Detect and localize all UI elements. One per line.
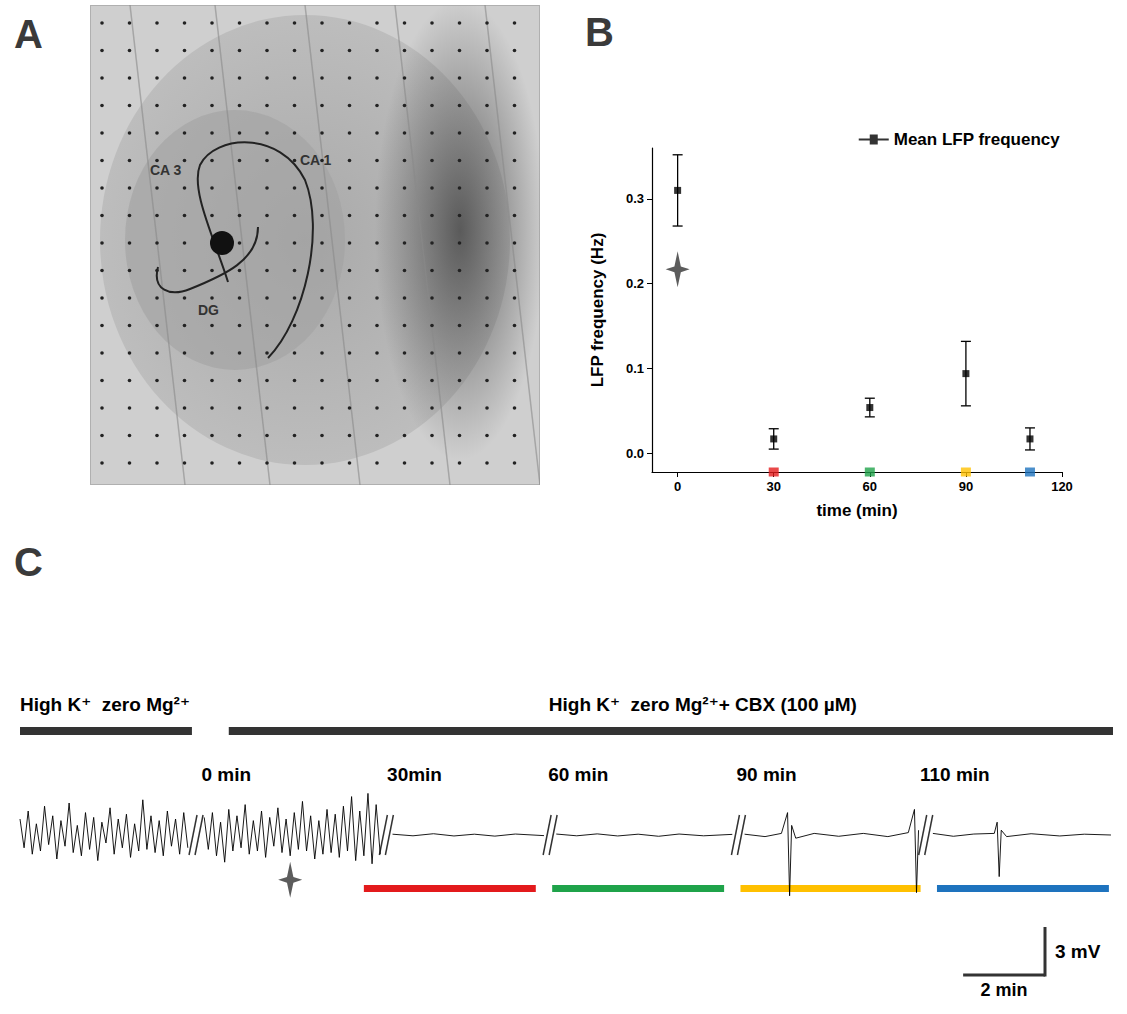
svg-text:110 min: 110 min — [920, 764, 990, 785]
svg-text:High K⁺ zero Mg²⁺: High K⁺ zero Mg²⁺ — [20, 694, 190, 715]
svg-text:90: 90 — [959, 479, 973, 494]
html-text:A: A — [14, 12, 43, 56]
svg-text:0.2: 0.2 — [626, 276, 644, 291]
svg-text:0.3: 0.3 — [626, 191, 644, 206]
svg-text:0.0: 0.0 — [626, 446, 644, 461]
svg-text:60 min: 60 min — [548, 764, 608, 785]
svg-text:0: 0 — [674, 479, 681, 494]
svg-text:60: 60 — [863, 479, 877, 494]
html-text:B: B — [585, 10, 614, 54]
svg-text:High K⁺ zero Mg²⁺+ CBX (100 µ: High K⁺ zero Mg²⁺+ CBX (100 µM) — [549, 694, 857, 715]
svg-text:30: 30 — [766, 479, 780, 494]
svg-text:CA 1: CA 1 — [300, 152, 332, 168]
svg-text:0 min: 0 min — [201, 764, 251, 785]
svg-text:time (min): time (min) — [816, 501, 897, 520]
svg-text:30min: 30min — [387, 764, 442, 785]
html-text:C: C — [14, 540, 43, 584]
svg-text:0.1: 0.1 — [626, 361, 644, 376]
svg-text:120: 120 — [1051, 479, 1073, 494]
svg-text:LFP frequency (Hz): LFP frequency (Hz) — [588, 233, 607, 388]
svg-text:2 min: 2 min — [981, 980, 1028, 1000]
svg-text:Mean LFP frequency: Mean LFP frequency — [894, 130, 1060, 149]
svg-text:DG: DG — [198, 302, 219, 318]
svg-text:CA 3: CA 3 — [150, 162, 182, 178]
svg-text:3 mV: 3 mV — [1055, 941, 1101, 962]
svg-text:90 min: 90 min — [736, 764, 796, 785]
